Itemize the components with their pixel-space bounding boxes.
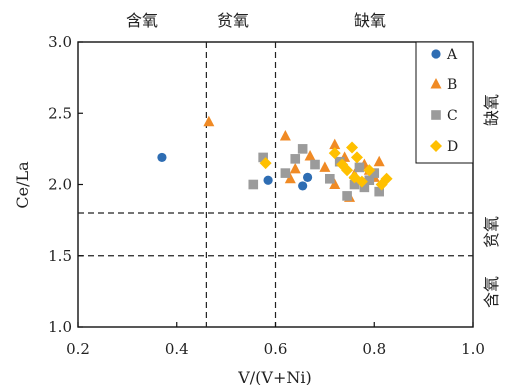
data-point-b (279, 130, 291, 141)
x-tick-label: 0.4 (165, 340, 189, 358)
data-point-c (364, 175, 375, 186)
data-point-d (350, 151, 363, 164)
data-point-c (359, 182, 370, 193)
top-zone-label-anoxic: 缺氧 (354, 11, 386, 30)
series-d (259, 141, 393, 191)
series-c (248, 144, 384, 201)
data-point-b (329, 178, 341, 189)
y-tick-label: 3.0 (48, 33, 72, 51)
data-point-a (157, 152, 167, 163)
y-tick-label: 2.0 (48, 176, 72, 194)
data-point-a (298, 181, 308, 191)
data-point-c (369, 168, 380, 178)
y-tick-label: 2.5 (48, 104, 72, 122)
data-point-d (341, 164, 354, 177)
x-tick-label: 0.8 (362, 340, 386, 358)
legend-box (415, 41, 474, 164)
data-point-c (290, 154, 301, 164)
data-point-b (373, 155, 385, 167)
legend-label-a: A (446, 47, 458, 63)
legend-marker-d (430, 140, 442, 152)
top-zone-label-oxic: 含氧 (126, 11, 158, 30)
data-point-d (328, 147, 341, 160)
data-point-c (325, 174, 335, 184)
data-point-d (348, 171, 361, 184)
data-point-d (363, 164, 376, 177)
legend-marker-a (431, 49, 441, 59)
x-tick-label: 0.2 (66, 340, 90, 358)
y-axis-label: Ce/La (13, 161, 32, 209)
data-point-b (289, 162, 301, 174)
x-axis-label: V/(V+Ni) (237, 368, 312, 385)
right-zone-label-oxic: 含氧 (482, 276, 501, 308)
data-point-b (284, 172, 296, 184)
data-point-d (380, 172, 393, 185)
data-point-a (302, 172, 313, 182)
y-tick-label: 1.0 (48, 318, 72, 336)
data-point-c (349, 179, 360, 190)
data-point-c (310, 159, 320, 170)
data-point-c (374, 186, 384, 197)
legend-label-c: C (447, 108, 458, 124)
data-point-c (354, 162, 365, 173)
x-tick-label: 1.0 (461, 340, 485, 358)
data-point-d (259, 157, 272, 170)
data-point-b (304, 150, 316, 161)
legend-label-b: B (447, 77, 457, 93)
x-tick-label: 0.6 (264, 340, 288, 358)
top-zone-label-suboxic: 贫氧 (217, 11, 249, 30)
data-point-c (342, 191, 352, 201)
y-tick-label: 1.5 (48, 247, 72, 265)
data-point-b (319, 161, 331, 172)
data-point-c (280, 168, 291, 178)
data-point-d (346, 141, 359, 154)
legend-label-d: D (447, 139, 458, 155)
right-zone-label-anoxic: 缺氧 (482, 94, 501, 126)
data-point-c (258, 152, 268, 163)
data-point-c (297, 144, 308, 154)
legend-marker-c (431, 110, 441, 120)
series-a (157, 152, 313, 191)
data-point-a (263, 175, 273, 185)
data-point-b (329, 138, 341, 150)
data-point-c (248, 179, 259, 190)
legend: A B C D (415, 41, 474, 164)
right-zone-label-suboxic: 贫氧 (482, 216, 501, 248)
legend-marker-b (430, 78, 442, 89)
data-point-b (203, 115, 215, 127)
